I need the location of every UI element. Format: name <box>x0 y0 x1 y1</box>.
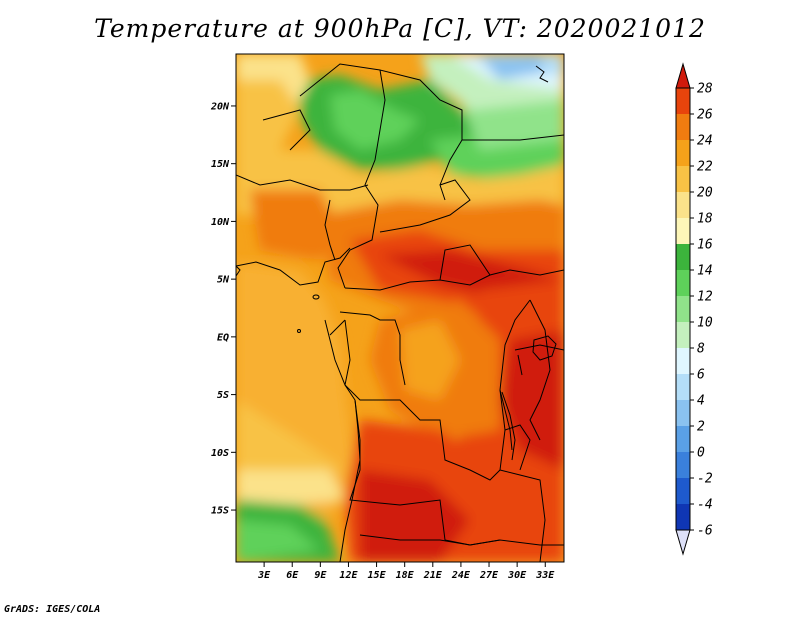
colorbar-swatch <box>676 400 690 426</box>
colorbar-label: 6 <box>697 368 705 383</box>
colorbar-swatch <box>676 374 690 400</box>
colorbar-swatch <box>676 270 690 296</box>
lon-tick-label: 6E <box>286 570 299 581</box>
colorbar-label: -6 <box>697 524 713 539</box>
lat-tick-label: 5S <box>217 390 229 401</box>
lon-tick-label: 3E <box>257 570 271 581</box>
colorbar-swatch <box>676 218 690 244</box>
country-borders <box>236 63 564 562</box>
colorbar-label: 0 <box>697 446 705 461</box>
lat-tick-label: 20N <box>210 101 230 112</box>
lon-tick-label: 30E <box>507 570 527 581</box>
colorbar-label: 18 <box>697 212 713 227</box>
colorbar-label: 2 <box>697 420 705 435</box>
lon-tick-label: 15E <box>368 570 387 581</box>
temperature-field <box>236 54 564 562</box>
colorbar-swatch <box>676 114 690 140</box>
lon-tick-label: 9E <box>314 570 327 581</box>
lat-tick-label: 5N <box>217 275 230 286</box>
colorbar-swatch <box>676 452 690 478</box>
colorbar-label: 22 <box>697 160 713 175</box>
colorbar-swatch <box>676 244 690 270</box>
colorbar-label: -2 <box>697 472 713 487</box>
colorbar-swatch <box>676 192 690 218</box>
colorbar-label: -4 <box>697 498 713 513</box>
colorbar-swatch <box>676 478 690 504</box>
colorbar-label: 14 <box>697 264 713 279</box>
colorbar-swatch <box>676 504 690 530</box>
colorbar-label: 16 <box>697 238 713 253</box>
colorbar-label: 8 <box>697 342 705 357</box>
lon-tick-label: 27E <box>479 570 499 581</box>
lat-tick-label: EQ <box>217 332 229 343</box>
colorbar-swatch <box>676 426 690 452</box>
lon-tick-label: 21E <box>423 570 443 581</box>
colorbar-swatch <box>676 322 690 348</box>
colorbar-label: 4 <box>697 394 705 409</box>
lon-tick-label: 33E <box>535 570 555 581</box>
colorbar-swatch <box>676 348 690 374</box>
colorbar-max-arrow <box>675 62 691 89</box>
colorbar-swatch <box>676 296 690 322</box>
colorbar-swatch <box>676 88 690 114</box>
colorbar-label: 10 <box>697 316 713 331</box>
lon-tick-label: 18E <box>396 570 415 581</box>
colorbar-label: 26 <box>697 108 713 123</box>
colorbar-label: 20 <box>697 186 713 201</box>
colorbar-label: 24 <box>697 134 713 149</box>
coastlines <box>236 65 557 562</box>
lat-tick-label: 10N <box>211 217 230 228</box>
lon-tick-label: 12E <box>339 570 358 581</box>
lat-tick-label: 15N <box>211 159 230 170</box>
map-title: Temperature at 900hPa [C], VT: 202002101… <box>94 14 706 43</box>
colorbar-swatch <box>676 166 690 192</box>
lon-tick-label: 24E <box>451 570 471 581</box>
colorbar-label: 28 <box>697 82 713 97</box>
colorbar-label: 12 <box>697 290 713 305</box>
lat-tick-label: 15S <box>211 506 229 517</box>
map-frame <box>235 53 565 563</box>
longitude-axis: 3E 6E 9E 12E 15E 18E 21E 24E 27E 30E 33E <box>257 562 555 581</box>
latitude-axis: 20N 15N 10N 5N EQ 5S 10S 15S <box>210 101 236 517</box>
colorbar-min-arrow <box>675 529 691 556</box>
colorbar-swatch <box>676 140 690 166</box>
credit-label: GrADS: IGES/COLA <box>4 604 101 615</box>
lat-tick-label: 10S <box>211 448 229 459</box>
